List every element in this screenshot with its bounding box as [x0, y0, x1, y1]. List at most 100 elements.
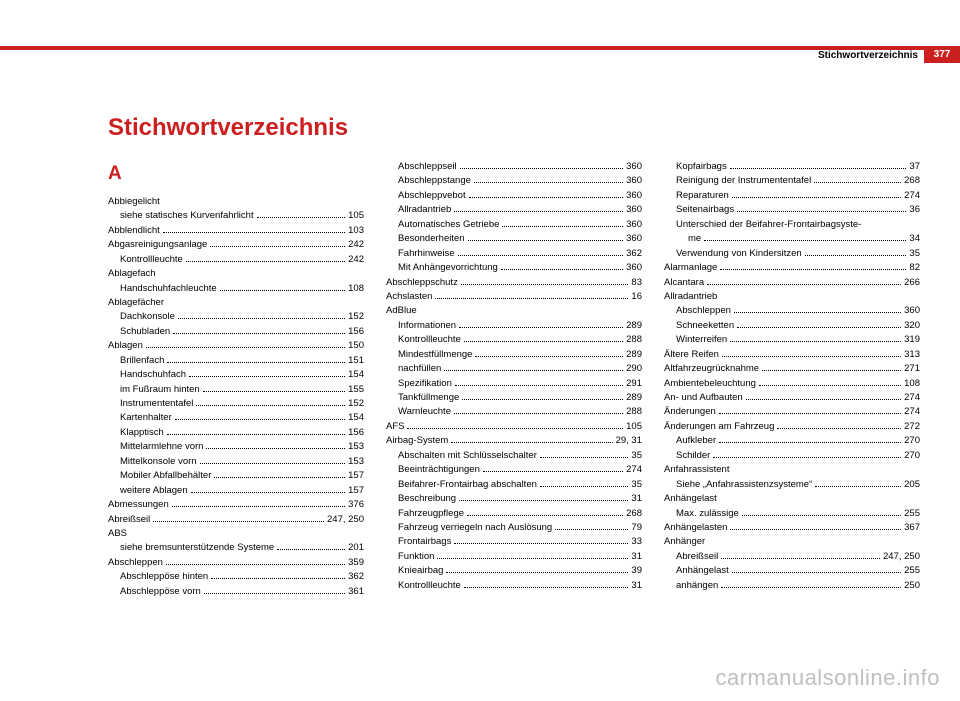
- index-entry: Brillenfach151: [108, 354, 364, 368]
- entry-label: Besonderheiten: [398, 232, 465, 246]
- leader-dots: [704, 236, 906, 242]
- entry-label: Beifahrer-Frontairbag abschalten: [398, 478, 537, 492]
- index-entry: Siehe „Anfahrassistenzsysteme“205: [664, 478, 920, 492]
- entry-page: 31: [631, 550, 642, 564]
- leader-dots: [555, 524, 628, 530]
- index-entry: ABS: [108, 527, 364, 541]
- index-entry: Allradantrieb360: [386, 203, 642, 217]
- index-entry: Anhängelasten367: [664, 521, 920, 535]
- leader-dots: [746, 394, 901, 400]
- entry-page: 288: [626, 405, 642, 419]
- leader-dots: [454, 207, 623, 213]
- index-entry: nachfüllen290: [386, 362, 642, 376]
- entry-label: Abschleppen: [676, 304, 731, 318]
- leader-dots: [762, 365, 901, 371]
- leader-dots: [730, 337, 901, 343]
- entry-page: 360: [626, 261, 642, 275]
- index-entry: weitere Ablagen157: [108, 484, 364, 498]
- entry-label: AFS: [386, 420, 404, 434]
- entry-page: 151: [348, 354, 364, 368]
- entry-page: 105: [626, 420, 642, 434]
- watermark: carmanualsonline.info: [715, 665, 940, 691]
- entry-page: 31: [631, 492, 642, 506]
- index-entry: Abbiegelicht: [108, 195, 364, 209]
- entry-page: 360: [626, 174, 642, 188]
- entry-label: Abschleppstange: [398, 174, 471, 188]
- entry-page: 359: [348, 556, 364, 570]
- entry-label: Dachkonsole: [120, 310, 175, 324]
- leader-dots: [166, 559, 345, 565]
- entry-page: 31: [631, 579, 642, 593]
- leader-dots: [459, 322, 623, 328]
- entry-label: Kopfairbags: [676, 160, 727, 174]
- entry-page: 242: [348, 238, 364, 252]
- index-entry: Abreißseil247, 250: [664, 550, 920, 564]
- index-entry: Fahrzeug verriegeln nach Auslösung79: [386, 521, 642, 535]
- entry-page: 250: [904, 579, 920, 593]
- index-entry: Seitenairbags36: [664, 203, 920, 217]
- letter-heading: A: [108, 160, 364, 189]
- index-entry: Mindestfüllmenge289: [386, 348, 642, 362]
- entry-label: Mittelkonsole vorn: [120, 455, 197, 469]
- index-entry: Abmessungen376: [108, 498, 364, 512]
- leader-dots: [742, 510, 901, 516]
- entry-label: Änderungen: [664, 405, 716, 419]
- leader-dots: [468, 236, 624, 242]
- page-number-box: 377: [924, 46, 960, 63]
- entry-label: Funktion: [398, 550, 434, 564]
- entry-page: 154: [348, 368, 364, 382]
- index-entry: Abschalten mit Schlüsselschalter35: [386, 449, 642, 463]
- entry-label: Fahrzeug verriegeln nach Auslösung: [398, 521, 552, 535]
- index-entry: Warnleuchte288: [386, 405, 642, 419]
- entry-label: Schilder: [676, 449, 710, 463]
- entry-page: 360: [626, 218, 642, 232]
- entry-page: 289: [626, 391, 642, 405]
- entry-page: 289: [626, 348, 642, 362]
- entry-page: 247, 250: [883, 550, 920, 564]
- entry-label: Knieairbag: [398, 564, 443, 578]
- entry-label: Altfahrzeugrücknahme: [664, 362, 759, 376]
- entry-page: 268: [904, 174, 920, 188]
- index-entry: Besonderheiten360: [386, 232, 642, 246]
- index-entry: Dachkonsole152: [108, 310, 364, 324]
- entry-page: 360: [626, 189, 642, 203]
- index-entry: Alarmanlage82: [664, 261, 920, 275]
- index-entry: Abschleppvebot360: [386, 189, 642, 203]
- leader-dots: [459, 495, 628, 501]
- leader-dots: [464, 582, 629, 588]
- leader-dots: [461, 279, 629, 285]
- leader-dots: [220, 285, 345, 291]
- entry-label: Spezifikation: [398, 377, 452, 391]
- entry-page: 201: [348, 541, 364, 555]
- entry-label: Mobiler Abfallbehälter: [120, 469, 211, 483]
- leader-dots: [501, 264, 623, 270]
- index-entry: Änderungen am Fahrzeug272: [664, 420, 920, 434]
- leader-dots: [163, 227, 345, 233]
- entry-label: Kontrollleuchte: [398, 579, 461, 593]
- index-entry: Altfahrzeugrücknahme 271: [664, 362, 920, 376]
- entry-page: 247, 250: [327, 513, 364, 527]
- entry-label: Klapptisch: [120, 426, 164, 440]
- leader-dots: [814, 178, 901, 184]
- leader-dots: [730, 163, 907, 169]
- entry-label: siehe bremsunterstützende Systeme: [120, 541, 274, 555]
- entry-label: Winterreifen: [676, 333, 727, 347]
- leader-dots: [451, 438, 612, 444]
- entry-label: Beeinträchtigungen: [398, 463, 480, 477]
- index-entry: Kartenhalter154: [108, 411, 364, 425]
- index-entry: Schneeketten320: [664, 319, 920, 333]
- leader-dots: [167, 429, 345, 435]
- entry-page: 29, 31: [616, 434, 642, 448]
- entry-page: 255: [904, 564, 920, 578]
- index-entry: Mobiler Abfallbehälter157: [108, 469, 364, 483]
- entry-label: Anhängelasten: [664, 521, 727, 535]
- entry-label: Kartenhalter: [120, 411, 172, 425]
- index-entry: Alcantara266: [664, 276, 920, 290]
- entry-page: 83: [631, 276, 642, 290]
- leader-dots: [720, 264, 906, 270]
- entry-page: 362: [348, 570, 364, 584]
- entry-label: Kontrollleuchte: [120, 253, 183, 267]
- entry-label: Abschalten mit Schlüsselschalter: [398, 449, 537, 463]
- index-entry: Änderungen274: [664, 405, 920, 419]
- entry-page: 271: [904, 362, 920, 376]
